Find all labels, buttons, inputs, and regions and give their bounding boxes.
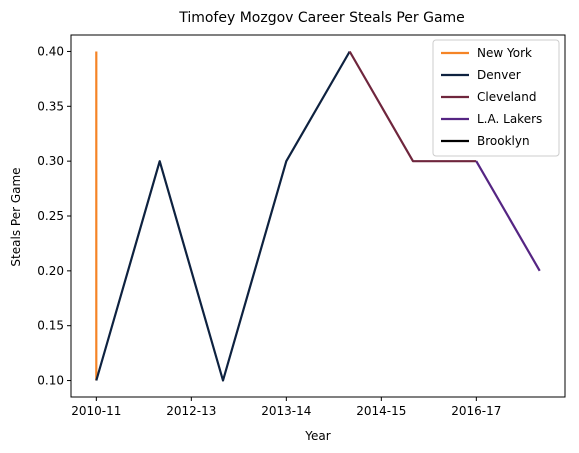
- chart-title: Timofey Mozgov Career Steals Per Game: [178, 10, 465, 26]
- legend-label-l-a-lakers: L.A. Lakers: [477, 112, 542, 126]
- legend-label-denver: Denver: [477, 68, 521, 82]
- legend-label-brooklyn: Brooklyn: [477, 134, 530, 148]
- y-tick-label: 0.20: [37, 264, 64, 278]
- legend-label-new-york: New York: [477, 46, 532, 60]
- y-tick-label: 0.25: [37, 209, 64, 223]
- x-tick-label: 2010-11: [71, 404, 121, 418]
- x-tick-label: 2012-13: [166, 404, 216, 418]
- series-line-cleveland: [348, 50, 477, 163]
- y-tick-label: 0.30: [37, 154, 64, 168]
- x-tick-label: 2013-14: [261, 404, 311, 418]
- x-axis-label: Year: [304, 429, 330, 443]
- legend: New York Denver Cleveland L.A. Lakers Brookl…: [432, 39, 560, 157]
- y-tick-label: 0.15: [37, 319, 64, 333]
- y-tick-label: 0.35: [37, 99, 64, 113]
- y-axis-label: Steals Per Game: [9, 167, 23, 266]
- x-tick-label: 2014-15: [356, 404, 406, 418]
- series-line-l-a-lakers: [475, 160, 541, 272]
- y-tick-label: 0.10: [37, 374, 64, 388]
- series-lines: [95, 50, 541, 382]
- axes: 0.10 0.15 0.20 0.25 0.30 0.35 0.40 2010-11 2012-…: [37, 34, 566, 418]
- legend-box: [432, 39, 560, 157]
- series-line-denver: [95, 50, 351, 382]
- y-tick-label: 0.40: [37, 44, 64, 58]
- legend-label-cleveland: Cleveland: [477, 90, 537, 104]
- x-tick-label: 2016-17: [451, 404, 501, 418]
